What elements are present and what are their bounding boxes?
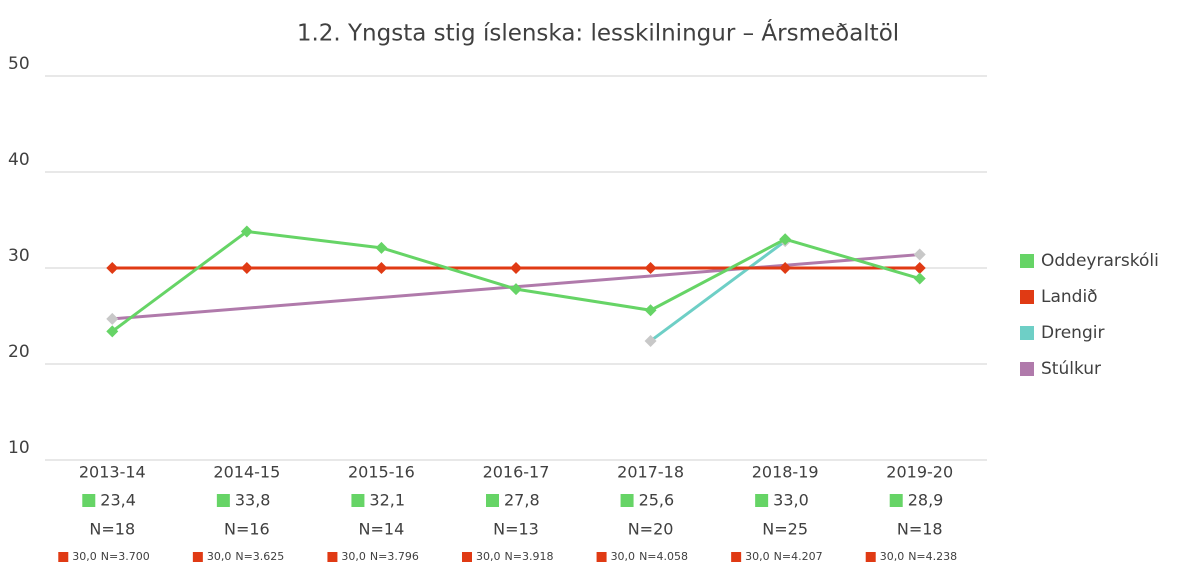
value-label: 30,0 (880, 550, 905, 563)
x-tick-label: 2018-19 (752, 463, 819, 482)
n-label: N=18 (897, 520, 943, 539)
x-tick-label: 2019-20 (886, 463, 953, 482)
x-tick-label: 2017-18 (617, 463, 684, 482)
n-label: N=3.625 (235, 550, 284, 563)
point-marker (375, 241, 388, 254)
value-swatch (327, 552, 338, 562)
value-label: 30,0 (207, 550, 232, 563)
value-label: 33,0 (773, 491, 809, 510)
point-marker (644, 304, 657, 317)
y-tick-label: 20 (8, 342, 30, 362)
point-marker (913, 248, 926, 261)
point-marker (913, 262, 926, 274)
y-tick-label: 10 (8, 438, 30, 458)
value-label: 27,8 (504, 491, 540, 510)
point-marker (644, 262, 657, 274)
value-swatch (731, 552, 742, 562)
n-label: N=4.058 (639, 550, 688, 563)
value-label: 30,0 (341, 550, 366, 563)
value-swatch (596, 552, 607, 562)
n-label: N=3.918 (505, 550, 554, 563)
x-tick-label: 2013-14 (79, 463, 146, 482)
y-tick-label: 50 (8, 54, 30, 74)
point-marker (240, 262, 253, 274)
n-label: N=14 (359, 520, 405, 539)
legend-label: Landið (1041, 287, 1098, 307)
n-label: N=3.700 (101, 550, 150, 563)
n-label: N=13 (493, 520, 539, 539)
point-marker (106, 262, 119, 274)
y-tick-label: 30 (8, 246, 30, 266)
point-marker (375, 262, 388, 274)
value-label: 30,0 (745, 550, 770, 563)
value-swatch (865, 552, 876, 562)
point-marker (779, 262, 792, 274)
value-swatch (889, 494, 903, 507)
value-swatch (82, 494, 96, 507)
legend-swatch (1020, 254, 1034, 268)
value-swatch (58, 552, 69, 562)
n-label: N=25 (762, 520, 808, 539)
value-swatch (216, 494, 230, 507)
x-tick-label: 2014-15 (213, 463, 280, 482)
value-label: 30,0 (476, 550, 501, 563)
chart-title: 1.2. Yngsta stig íslenska: lesskilningur… (297, 19, 899, 47)
value-swatch (755, 494, 769, 507)
point-marker (510, 262, 522, 274)
legend-label: Stúlkur (1041, 359, 1101, 379)
n-label: N=3.796 (370, 550, 419, 563)
value-label: 33,8 (235, 491, 271, 510)
value-label: 30,0 (72, 550, 97, 563)
value-swatch (351, 494, 365, 507)
n-label: N=4.207 (774, 550, 823, 563)
point-marker (240, 225, 253, 238)
value-swatch (486, 494, 499, 507)
legend-swatch (1020, 290, 1034, 304)
point-marker (644, 334, 657, 347)
value-swatch (192, 552, 203, 562)
legend-swatch (1020, 326, 1034, 340)
point-marker (106, 325, 119, 338)
point-marker (510, 283, 522, 296)
value-label: 23,4 (100, 491, 136, 510)
series-line (111, 230, 921, 333)
value-swatch (620, 494, 634, 507)
x-tick-label: 2016-17 (483, 463, 550, 482)
value-swatch (462, 552, 472, 562)
legend-swatch (1020, 362, 1034, 376)
value-label: 28,9 (908, 491, 944, 510)
n-label: N=4.238 (908, 550, 957, 563)
x-tick-label: 2015-16 (348, 463, 415, 482)
point-marker (913, 272, 926, 285)
value-label: 25,6 (639, 491, 675, 510)
value-label: 30,0 (611, 550, 636, 563)
value-label: 32,1 (369, 491, 405, 510)
n-label: N=18 (89, 520, 135, 539)
series-line (649, 239, 787, 343)
point-marker (779, 233, 792, 246)
n-label: N=16 (224, 520, 270, 539)
y-tick-label: 40 (8, 150, 30, 170)
legend-label: Oddeyrarskóli (1041, 251, 1159, 271)
n-label: N=20 (628, 520, 674, 539)
legend-label: Drengir (1041, 323, 1104, 343)
point-marker (106, 312, 119, 325)
